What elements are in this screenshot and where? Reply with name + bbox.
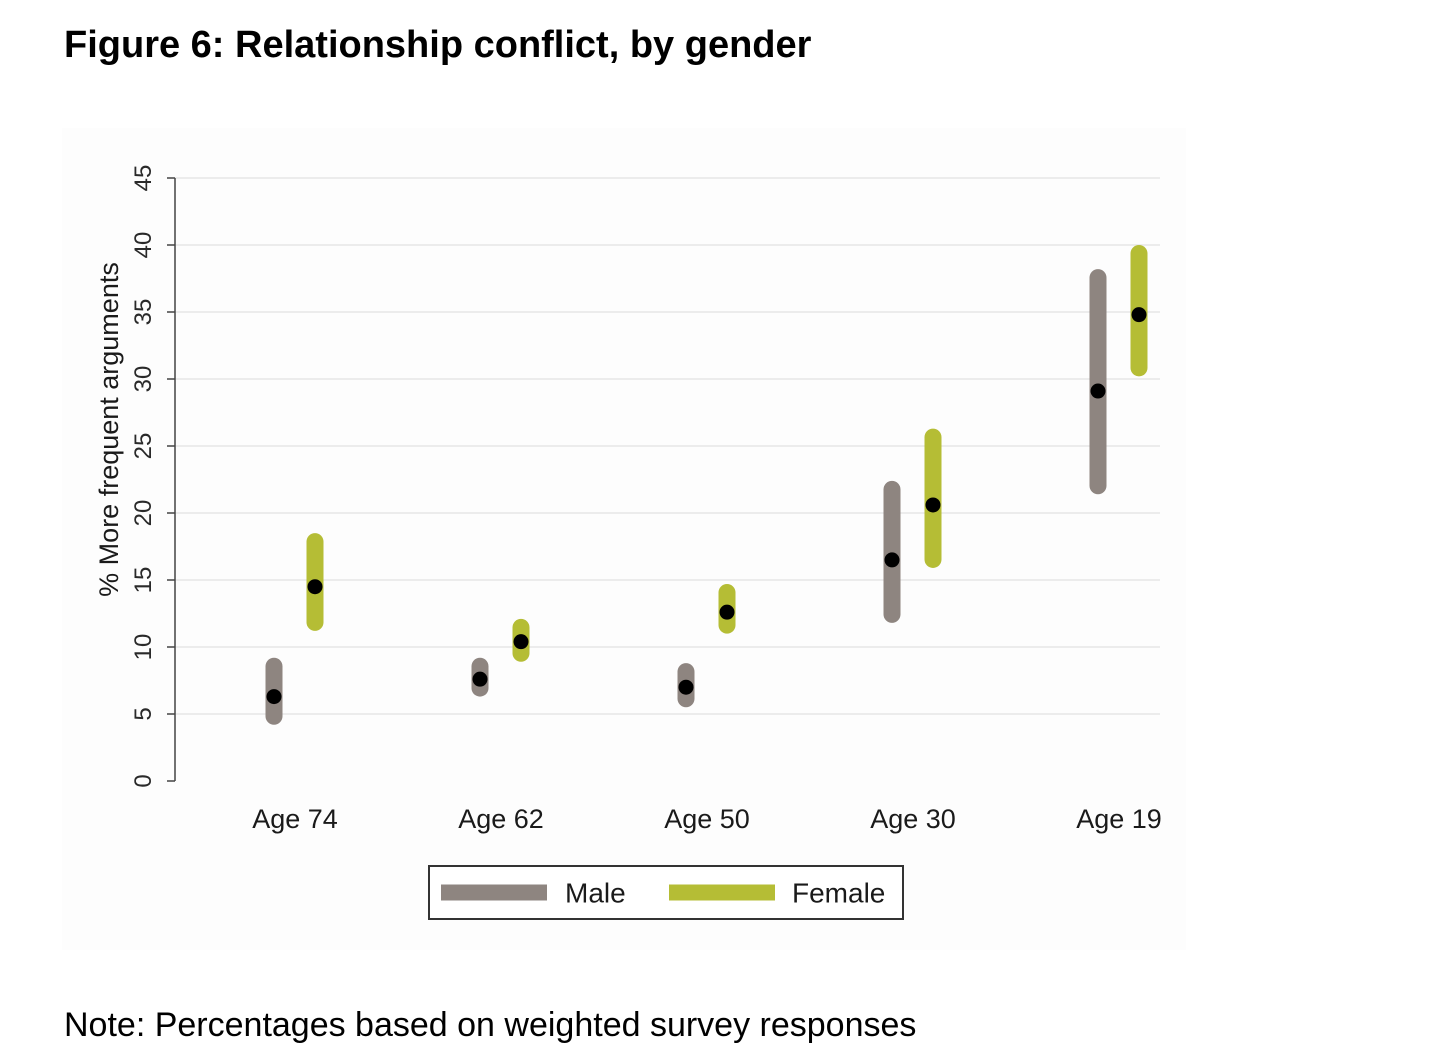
x-axis-labels: Age 74 Age 62 Age 50 Age 30 Age 19 (252, 804, 1162, 834)
male-estimate-point (472, 671, 488, 687)
male-range-bar (883, 480, 901, 623)
male-legend-label: Male (565, 878, 626, 909)
y-tick-label: 25 (130, 433, 157, 460)
y-axis: 0 5 10 15 20 25 30 35 40 45 % More frequent argume… (94, 165, 176, 788)
x-tick-label: Age 62 (458, 804, 544, 834)
range-bars (265, 245, 1148, 725)
female-estimate-point (925, 497, 941, 513)
male-estimate-point (266, 689, 282, 705)
female-estimate-point (513, 634, 529, 650)
figure-note: Note: Percentages based on weighted surv… (64, 1006, 917, 1044)
y-tick-label: 0 (130, 774, 157, 787)
x-tick-label: Age 19 (1076, 804, 1162, 834)
figure-title: Figure 6: Relationship conflict, by gend… (64, 24, 812, 66)
y-axis-title: % More frequent arguments (94, 262, 124, 597)
x-tick-label: Age 74 (252, 804, 338, 834)
legend: Male Female (428, 865, 904, 920)
male-range-bar (1089, 269, 1107, 495)
range-chart: 0 5 10 15 20 25 30 35 40 45 % More frequent argume… (94, 165, 1162, 920)
x-tick-label: Age 50 (664, 804, 750, 834)
male-legend-swatch (441, 884, 547, 901)
female-estimate-point (1131, 307, 1147, 323)
x-tick-label: Age 30 (870, 804, 956, 834)
y-tick-label: 35 (130, 299, 157, 326)
y-tick-label: 30 (130, 366, 157, 393)
female-legend-swatch (669, 884, 775, 901)
estimate-points (266, 307, 1147, 705)
y-tick-label: 5 (130, 707, 157, 720)
y-tick-label: 15 (130, 567, 157, 594)
male-estimate-point (1090, 383, 1106, 399)
y-tick-label: 45 (130, 165, 157, 192)
y-tick-label: 10 (130, 634, 157, 661)
male-estimate-point (884, 552, 900, 568)
y-tick-label: 20 (130, 500, 157, 527)
gridlines (175, 177, 1160, 715)
y-tick-label: 40 (130, 232, 157, 259)
female-estimate-point (307, 579, 323, 595)
female-estimate-point (719, 604, 735, 620)
male-estimate-point (678, 679, 694, 695)
female-legend-label: Female (792, 878, 885, 909)
chart-panel: 0 5 10 15 20 25 30 35 40 45 % More frequent argume… (62, 128, 1186, 950)
